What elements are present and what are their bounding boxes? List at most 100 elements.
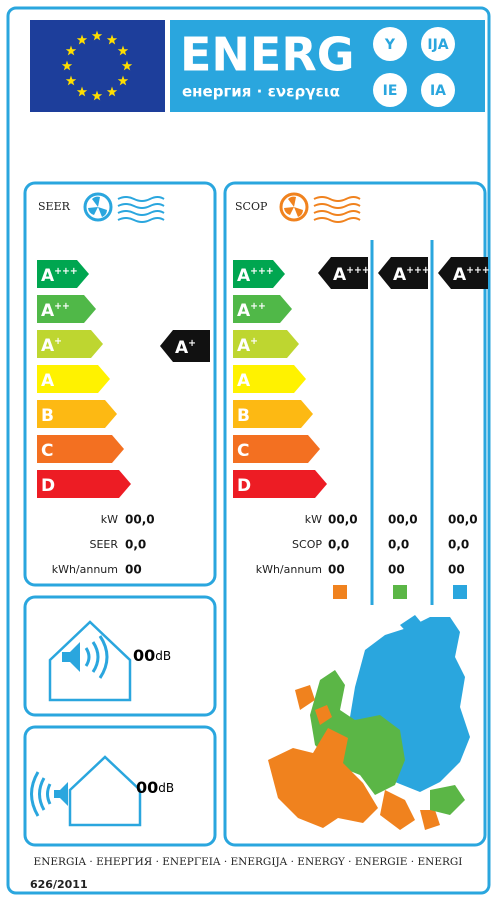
row-label: kW <box>305 513 322 526</box>
row-label: SEER <box>89 538 118 551</box>
scop-label: SCOP <box>235 200 268 213</box>
class-letter: B <box>237 406 250 426</box>
row-label: SCOP <box>292 538 322 551</box>
badge-circle <box>421 27 455 61</box>
class-letter: A <box>333 265 347 285</box>
footer-languages: ENERGIA · ЕНЕРГИЯ · ΕΝΕΡΓΕΙΑ · ENERGIJA … <box>34 856 463 868</box>
row-value: 00,0 <box>328 513 358 527</box>
class-label: D <box>237 476 251 496</box>
class-letter: A <box>237 336 251 356</box>
badge-circle <box>421 73 455 107</box>
class-letter: A <box>41 371 55 391</box>
class-letter: A <box>237 266 251 286</box>
class-plus: + <box>250 335 258 346</box>
class-plus: +++ <box>54 265 78 276</box>
class-plus: +++ <box>250 265 274 276</box>
class-letter: D <box>237 476 251 496</box>
class-label: A+++ <box>333 264 370 285</box>
class-label: A+++ <box>41 265 78 286</box>
class-arrow <box>233 400 313 428</box>
noise-value: 00 <box>133 646 155 665</box>
zone-swatch <box>453 585 467 599</box>
class-plus: ++ <box>54 300 70 311</box>
outer-border <box>6 6 491 895</box>
eu-stars <box>61 30 133 101</box>
indoor-noise-panel <box>23 595 217 717</box>
class-letter: A <box>41 336 55 356</box>
row-value: 00 <box>388 563 405 577</box>
badge-circle <box>373 73 407 107</box>
class-label: B <box>41 406 54 426</box>
star <box>106 86 118 97</box>
star <box>117 45 129 56</box>
row-value: 0,0 <box>388 538 409 552</box>
class-label: A <box>41 371 55 391</box>
class-letter: C <box>41 441 53 461</box>
class-letter: A <box>453 265 467 285</box>
class-arrow <box>37 470 131 498</box>
class-label: C <box>41 441 53 461</box>
class-label: A+ <box>237 335 258 356</box>
class-arrow <box>37 295 96 323</box>
header-subtitle: енергия · ενεργεια <box>182 83 340 101</box>
star <box>121 60 133 71</box>
class-letter: A <box>41 266 55 286</box>
seer-panel <box>23 181 217 587</box>
indoor-noise-icon <box>48 620 132 702</box>
row-value: 00 <box>448 563 465 577</box>
badges: Y IJA IE IA <box>373 27 455 107</box>
class-arrow <box>37 260 89 288</box>
class-label: A+++ <box>237 265 274 286</box>
class-label: A+ <box>175 337 196 358</box>
class-plus: +++ <box>466 264 490 275</box>
row-value: 0,0 <box>328 538 349 552</box>
badge-circle <box>373 27 407 61</box>
class-arrow <box>233 330 299 358</box>
star <box>76 86 88 97</box>
class-plus: ++ <box>250 300 266 311</box>
class-label: A+++ <box>453 264 490 285</box>
row-value: 0,0 <box>125 538 146 552</box>
class-label: A++ <box>237 300 266 321</box>
row-label: kWh/annum <box>52 563 118 576</box>
star <box>65 75 77 86</box>
header-title: ENERG <box>180 28 355 82</box>
row-value: 00,0 <box>125 513 155 527</box>
class-letter: A <box>237 301 251 321</box>
zone-swatch <box>333 585 347 599</box>
class-label: B <box>237 406 250 426</box>
class-letter: A <box>175 338 189 358</box>
cool-icon <box>83 192 165 223</box>
rating-arrow <box>378 257 428 289</box>
class-arrow <box>233 260 285 288</box>
class-label: A+ <box>41 335 62 356</box>
class-arrow <box>37 435 124 463</box>
star <box>91 30 103 41</box>
class-plus: + <box>188 337 196 348</box>
outdoor-noise-panel <box>23 725 217 847</box>
class-arrow <box>37 330 103 358</box>
badge: IA <box>430 83 446 99</box>
noise-unit: dB <box>158 781 174 795</box>
class-letter: A <box>393 265 407 285</box>
regulation: 626/2011 <box>30 878 88 891</box>
class-letter: A <box>41 301 55 321</box>
class-arrow <box>37 365 110 393</box>
class-arrow <box>233 295 292 323</box>
badge: Y <box>384 37 396 53</box>
heat-icon <box>279 192 361 223</box>
rating-arrow <box>160 330 210 362</box>
class-letter: D <box>41 476 55 496</box>
star <box>61 60 73 71</box>
outdoor-noise: 00dB <box>136 778 174 797</box>
class-letter: B <box>41 406 54 426</box>
rating-arrow <box>318 257 368 289</box>
seer-label: SEER <box>38 200 71 213</box>
row-label: kWh/annum <box>256 563 322 576</box>
noise-unit: dB <box>155 649 171 663</box>
star <box>76 34 88 45</box>
row-value: 0,0 <box>448 538 469 552</box>
badge: IE <box>383 83 398 99</box>
class-arrow <box>233 470 327 498</box>
